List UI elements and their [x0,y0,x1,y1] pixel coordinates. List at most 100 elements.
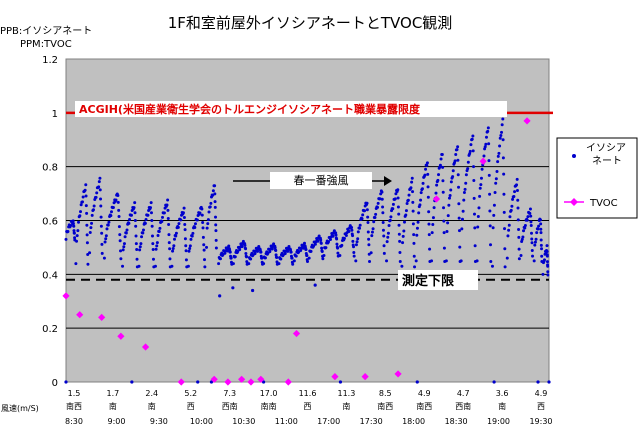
isocyanate-point [283,252,287,256]
isocyanate-point [114,198,118,202]
isocyanate-point [382,251,386,255]
isocyanate-point [304,247,308,251]
isocyanate-point [186,264,190,268]
isocyanate-point [482,154,486,158]
x-tick-wind-direction: 西 [187,402,195,411]
isocyanate-point [366,230,370,234]
acgih-limit-label: ACGIH(米国産業衛生学会のトルエンジイソシアネート職業暴露限度 [79,102,421,116]
isocyanate-point [319,238,323,242]
isocyanate-point [236,249,240,253]
x-tick-time: 17:00 [317,417,340,426]
acgih-limit: ACGIH(米国産業衛生学会のトルエンジイソシアネート職業暴露限度 [66,101,553,117]
isocyanate-point [157,229,161,233]
isocyanate-point [525,218,529,222]
isocyanate-point [521,235,525,239]
isocyanate-point [487,173,491,177]
isocyanate-point [133,201,137,205]
isocyanate-point [432,206,436,210]
isocyanate-point [420,187,424,191]
isocyanate-point [77,220,81,224]
isocyanate-point [183,228,187,232]
isocyanate-point [473,226,477,230]
isocyanate-point [374,212,378,216]
isocyanate-point [64,380,68,384]
isocyanate-point [447,203,451,207]
isocyanate-point [122,242,126,246]
isocyanate-point [539,243,543,247]
isocyanate-point [134,224,138,228]
x-tick-wind-speed: 2.4 [145,389,158,398]
isocyanate-point [331,234,335,238]
x-tick-wind-direction: 南西 [416,401,432,411]
isocyanate-point [532,259,536,263]
isocyanate-point [480,167,484,171]
isocyanate-point [206,222,210,226]
isocyanate-point [111,206,115,210]
isocyanate-point [272,242,276,246]
x-tick-wind-speed: 17.0 [260,389,278,398]
isocyanate-point [456,145,460,149]
isocyanate-point [88,251,92,255]
isocyanate-point [231,262,235,266]
isocyanate-point [446,214,450,218]
isocyanate-point [140,235,144,239]
tvoc-series [62,117,531,386]
isocyanate-point [322,253,326,257]
isocyanate-point [517,235,521,239]
isocyanate-point [209,201,213,205]
isocyanate-point [488,224,492,228]
isocyanate-point [530,241,534,245]
isocyanate-point [391,207,395,211]
isocyanate-point [419,198,423,202]
legend-tvoc-marker [570,198,578,206]
isocyanate-point [471,134,475,138]
tvoc-point [361,373,369,381]
isocyanate-point [425,163,429,167]
isocyanate-point [217,262,221,266]
x-tick-wind-direction: 南西 [66,401,82,411]
isocyanate-point [536,227,540,231]
isocyanate-point [251,288,255,293]
isocyanate-point [137,264,141,268]
isocyanate-point [103,240,107,244]
x-tick-wind-direction: 南南 [261,401,277,411]
isocyanate-point [385,240,389,244]
isocyanate-point [79,210,82,214]
isocyanate-point [291,262,295,266]
isocyanate-point [446,221,450,225]
isocyanate-point [370,230,374,234]
isocyanate-point [539,231,543,235]
isocyanate-point [365,201,369,205]
isocyanate-point [85,233,89,237]
isocyanate-point [398,251,402,255]
isocyanate-point [472,196,476,200]
isocyanate-point [360,217,364,221]
isocyanate-point [83,188,87,192]
isocyanate-point [84,183,88,187]
tvoc-point [141,343,150,351]
isocyanate-point [155,244,159,248]
isocyanate-point [402,220,406,224]
isocyanate-point [512,195,516,199]
isocyanate-point [415,233,419,237]
x-tick-wind-speed: 3.6 [496,389,509,398]
isocyanate-point [354,243,358,247]
isocyanate-point [150,234,154,238]
isocyanate-point [368,259,372,263]
isocyanate-point [530,231,533,235]
isocyanate-point [256,249,260,253]
isocyanate-point [167,233,171,237]
isocyanate-point [274,253,278,257]
isocyanate-point [299,249,303,253]
isocyanate-point [398,259,402,263]
isocyanate-point [441,190,445,194]
isocyanate-point [496,160,500,164]
isocyanate-point [171,249,175,253]
isocyanate-point [491,226,495,230]
isocyanate-point [162,211,166,215]
isocyanate-point [540,247,544,251]
legend-isocyanate-label-part1: イソシア [586,143,626,154]
annotation-arrowhead [384,176,392,186]
isocyanate-point [94,195,98,199]
tvoc-point [284,378,292,386]
